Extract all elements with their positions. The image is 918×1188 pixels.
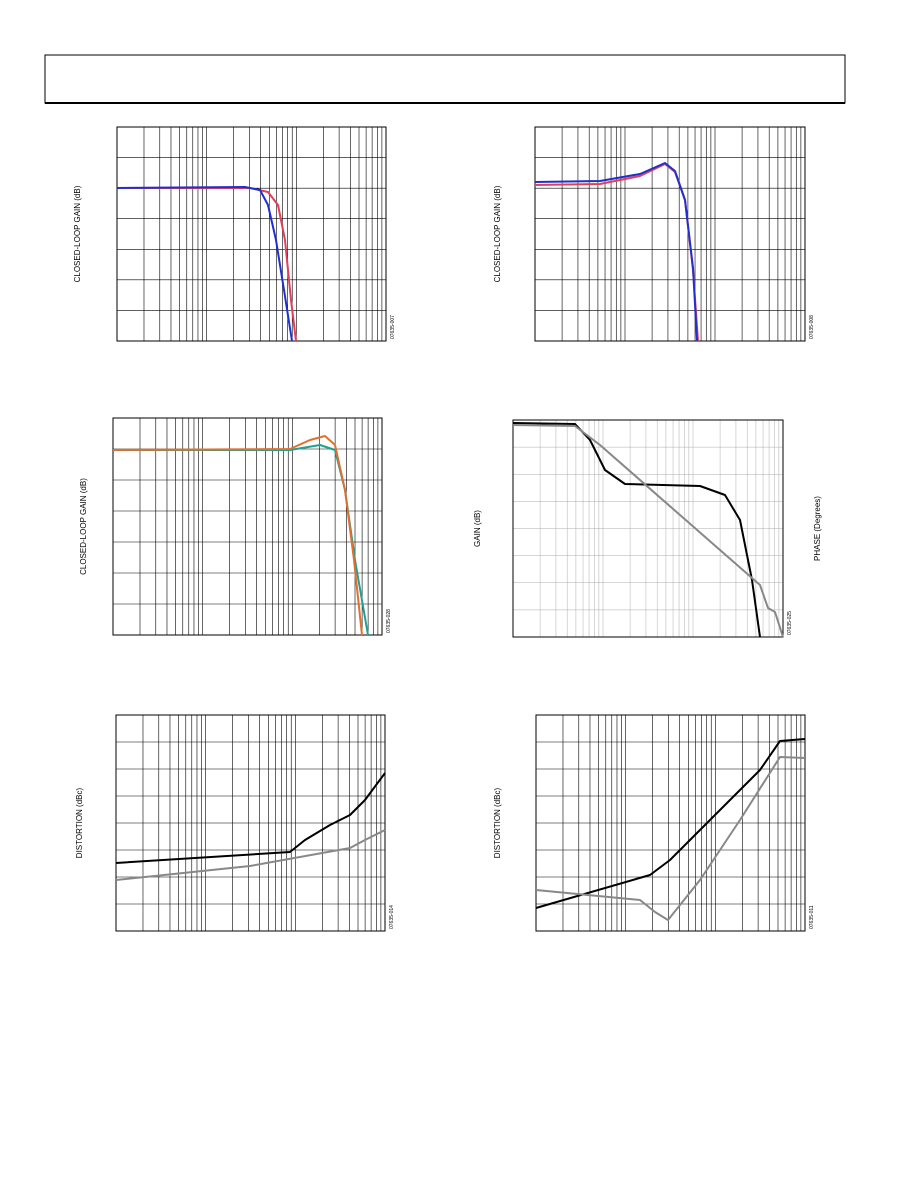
y-axis-label: CLOSED-LOOP GAIN (dB) (79, 478, 88, 575)
y2-axis-label: PHASE (Degrees) (813, 496, 822, 561)
figure-id: 07635-025 (787, 611, 793, 635)
y-axis-label: GAIN (dB) (473, 510, 482, 547)
figure-id: 07635-014 (389, 905, 395, 929)
figure-id: 07635-008 (809, 315, 815, 339)
y-axis-label: DISTORTION (dBc) (493, 787, 502, 858)
curve (512, 422, 761, 638)
figure-id: 07635-028 (386, 609, 392, 633)
plot-frame (512, 419, 784, 638)
curve (115, 829, 386, 881)
curve (512, 424, 784, 638)
plot-frame (116, 126, 387, 342)
figure-id: 07635-007 (390, 315, 396, 339)
curve (535, 738, 806, 909)
plot-frame (115, 714, 386, 932)
curve (535, 756, 806, 921)
curve (115, 772, 386, 864)
grids (112, 126, 806, 932)
curves (112, 162, 806, 921)
curve (113, 444, 369, 636)
curve (116, 186, 293, 342)
y-axis-label: CLOSED-LOOP GAIN (dB) (73, 185, 82, 282)
curve (534, 162, 698, 342)
figure-id: 07635-011 (809, 905, 815, 929)
curve (112, 435, 363, 636)
plot-frame (534, 126, 806, 342)
plot-frame (112, 417, 383, 636)
y-axis-label: CLOSED-LOOP GAIN (dB) (493, 185, 502, 282)
header-box (44, 54, 846, 104)
plot-frame (535, 714, 806, 932)
y-axis-label: DISTORTION (dBc) (75, 787, 84, 858)
